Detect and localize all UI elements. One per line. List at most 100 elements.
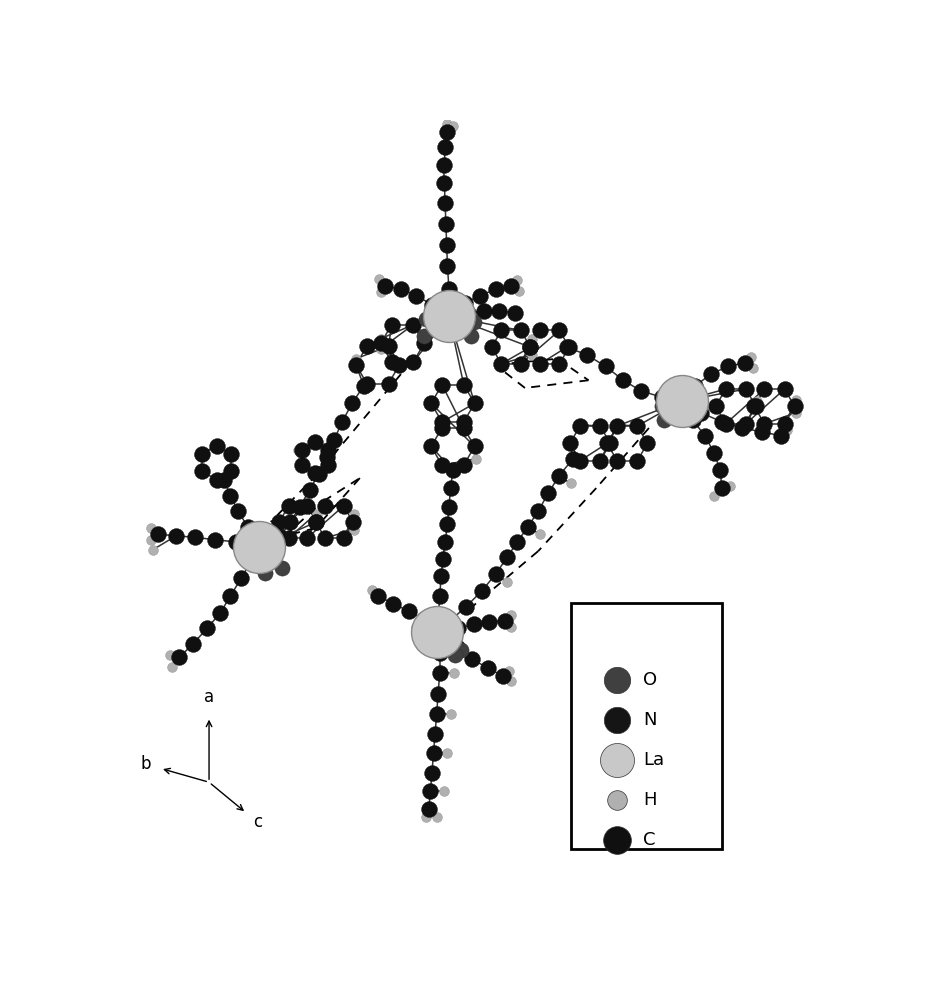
Point	[708, 398, 723, 414]
Point	[719, 416, 733, 432]
Point	[593, 418, 607, 434]
Point	[348, 357, 363, 373]
Point	[209, 438, 224, 454]
Point	[244, 552, 258, 568]
Point	[600, 435, 615, 451]
Point	[755, 424, 770, 440]
Text: c: c	[253, 813, 262, 831]
Point	[437, 783, 452, 799]
Point	[307, 434, 322, 450]
Point	[787, 398, 802, 414]
Point	[429, 706, 444, 722]
Text: a: a	[204, 688, 214, 706]
Point	[532, 356, 547, 372]
Point	[738, 381, 753, 397]
Point	[421, 801, 436, 817]
Point	[777, 381, 792, 397]
Point	[406, 354, 420, 370]
Point	[423, 783, 438, 799]
Point	[707, 445, 721, 461]
Point	[572, 453, 587, 469]
Point	[686, 412, 701, 428]
Point	[467, 616, 482, 632]
Text: N: N	[644, 711, 657, 729]
Point	[633, 383, 648, 399]
Point	[336, 530, 351, 546]
Point	[424, 438, 439, 454]
Point	[373, 284, 388, 300]
Point	[435, 551, 450, 567]
Point	[477, 303, 492, 319]
Point	[434, 457, 449, 473]
Point	[609, 418, 624, 434]
Point	[744, 349, 758, 365]
Point	[275, 560, 290, 576]
Point	[223, 588, 238, 604]
Point	[789, 405, 804, 421]
Point	[453, 642, 468, 658]
Point	[357, 378, 371, 394]
Point	[442, 308, 457, 324]
Point	[217, 472, 232, 488]
Point	[457, 420, 471, 436]
Point	[497, 612, 512, 629]
Point	[640, 435, 655, 451]
Point	[609, 453, 624, 469]
Point	[382, 376, 396, 392]
Point	[448, 647, 463, 663]
Point	[344, 395, 359, 411]
Point	[434, 420, 449, 436]
Point	[428, 726, 443, 742]
Point	[674, 393, 689, 409]
Point	[345, 514, 360, 530]
Point	[723, 478, 738, 494]
Point	[713, 462, 728, 478]
Point	[442, 281, 457, 297]
Point	[610, 417, 625, 433]
Point	[439, 237, 454, 253]
Point	[468, 438, 482, 454]
Point	[563, 475, 578, 491]
Point	[457, 377, 471, 393]
Point	[440, 745, 455, 761]
Point	[213, 605, 228, 621]
Point	[440, 516, 455, 532]
Point	[745, 360, 760, 376]
Point	[309, 514, 324, 530]
Point	[424, 765, 439, 781]
Point	[552, 468, 567, 484]
Point	[469, 451, 483, 467]
Point	[468, 395, 482, 411]
Point	[481, 660, 495, 676]
Point	[347, 522, 362, 538]
Point	[463, 328, 478, 344]
Point	[502, 663, 517, 679]
Point	[263, 552, 278, 568]
Point	[302, 482, 317, 498]
Point	[109, 112, 124, 128]
Point	[406, 317, 420, 333]
Point	[311, 466, 326, 482]
Point	[757, 381, 772, 397]
Point	[318, 530, 332, 546]
Point	[384, 317, 399, 333]
Point	[523, 339, 538, 355]
Point	[392, 357, 407, 373]
Point	[510, 272, 525, 288]
Point	[419, 311, 433, 327]
Point	[372, 271, 387, 287]
Point	[431, 686, 445, 702]
Point	[272, 529, 287, 545]
Point	[187, 529, 202, 545]
Point	[458, 599, 473, 615]
Point	[566, 451, 581, 467]
Point	[437, 175, 452, 191]
Point	[439, 124, 454, 140]
Point	[580, 347, 594, 363]
Point	[321, 457, 336, 473]
Point	[495, 668, 510, 684]
Point	[382, 338, 396, 354]
Point	[321, 442, 336, 458]
Point	[694, 405, 708, 421]
Point	[109, 112, 124, 128]
